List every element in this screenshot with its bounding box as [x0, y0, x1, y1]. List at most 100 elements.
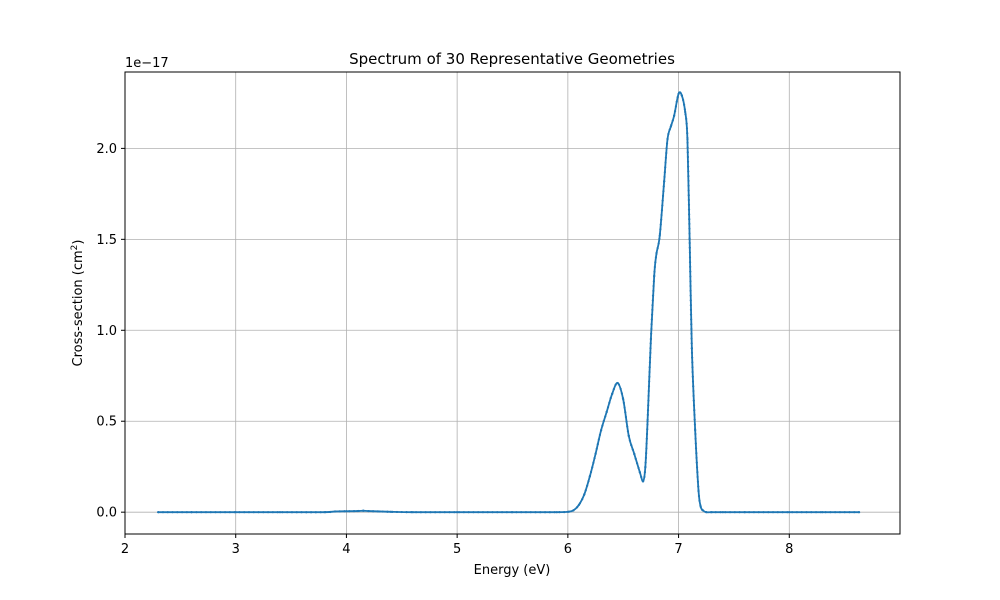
data-point-marker — [651, 299, 654, 302]
data-point — [690, 347, 693, 350]
data-point-marker — [694, 447, 698, 450]
data-point — [356, 509, 359, 513]
y-axis-label-prefix: Cross-section (cm — [71, 250, 86, 366]
data-point-marker — [687, 194, 690, 197]
data-point — [456, 511, 459, 514]
data-point-marker — [646, 409, 650, 412]
y-axis-label-sup: 2 — [70, 245, 80, 251]
data-point-marker — [646, 418, 649, 421]
data-point-marker — [690, 342, 693, 345]
data-point — [701, 509, 705, 512]
data-point-marker — [684, 113, 687, 116]
data-point-marker — [252, 511, 255, 514]
data-point-marker — [683, 108, 686, 111]
data-point — [611, 392, 614, 396]
data-point-marker — [181, 511, 184, 514]
data-point-marker — [630, 444, 633, 447]
data-point-marker — [690, 323, 693, 326]
data-point-marker — [637, 466, 640, 469]
data-point-marker — [689, 294, 692, 297]
data-point-marker — [695, 451, 698, 455]
data-point-marker — [689, 280, 692, 283]
data-point — [323, 511, 326, 514]
data-point-marker — [665, 151, 668, 155]
data-point — [378, 510, 381, 513]
data-point-marker — [694, 442, 697, 445]
data-point-marker — [724, 511, 727, 514]
data-point-marker — [688, 251, 692, 254]
data-point-marker — [688, 218, 691, 221]
data-point-marker — [628, 439, 631, 442]
data-point-marker — [690, 351, 694, 354]
data-point-marker — [685, 122, 688, 125]
data-point-marker — [262, 511, 265, 514]
data-point-marker — [653, 270, 656, 273]
data-point-marker — [185, 511, 188, 514]
data-point-marker — [660, 213, 663, 217]
data-point-marker — [619, 387, 622, 390]
data-point — [680, 94, 683, 97]
data-point-marker — [472, 511, 475, 514]
x-tick-label: 7 — [674, 542, 682, 557]
data-point — [743, 511, 747, 514]
data-point-marker — [457, 511, 461, 514]
data-point-marker — [305, 511, 308, 514]
data-point-marker — [381, 510, 384, 513]
data-point-marker — [286, 511, 289, 514]
data-point-marker — [524, 511, 528, 514]
data-point-marker — [692, 404, 696, 407]
data-point — [705, 511, 708, 514]
data-point-marker — [372, 510, 375, 513]
data-point-marker — [622, 401, 625, 404]
data-point-marker — [624, 415, 628, 419]
data-point-marker — [620, 392, 623, 395]
data-point — [699, 505, 702, 508]
data-point-marker — [690, 337, 693, 340]
data-point-marker — [608, 401, 611, 404]
data-point-marker — [686, 132, 689, 135]
data-point-marker — [553, 511, 556, 514]
data-point-marker — [795, 511, 799, 514]
data-point-marker — [805, 511, 808, 514]
data-point-marker — [691, 370, 694, 374]
data-point-marker — [687, 165, 690, 168]
data-point-marker — [343, 510, 346, 513]
data-point-marker — [649, 346, 652, 350]
data-point-marker — [631, 448, 634, 451]
data-point — [583, 492, 586, 496]
data-point-marker — [247, 511, 251, 514]
data-point-marker — [651, 304, 654, 307]
data-point-marker — [848, 511, 851, 514]
data-point-marker — [659, 228, 662, 231]
data-point-marker — [696, 475, 699, 479]
data-point-marker — [696, 471, 699, 474]
data-point-marker — [762, 511, 765, 514]
data-point-marker — [810, 511, 813, 514]
data-point-marker — [652, 289, 655, 292]
data-point-marker — [688, 232, 691, 235]
data-point-marker — [228, 511, 231, 514]
data-point-marker — [664, 156, 667, 159]
data-point-marker — [692, 399, 695, 402]
data-point-marker — [688, 213, 691, 216]
data-point-marker — [691, 361, 694, 364]
data-point-marker — [295, 511, 298, 514]
data-point-marker — [558, 511, 561, 514]
data-point — [697, 489, 700, 492]
data-point — [653, 274, 656, 277]
data-point-marker — [728, 511, 732, 514]
data-point — [594, 452, 597, 456]
data-point-marker — [682, 103, 686, 106]
data-point-marker — [650, 327, 653, 331]
data-point — [686, 138, 689, 141]
data-point-marker — [757, 511, 760, 514]
data-point-marker — [434, 511, 437, 514]
data-point-marker — [688, 222, 691, 225]
data-point-marker — [636, 462, 639, 465]
data-point-marker — [687, 179, 690, 183]
data-point-marker — [650, 313, 654, 316]
data-point-marker — [438, 511, 442, 514]
data-point-marker — [695, 456, 698, 459]
data-point-marker — [689, 289, 692, 292]
data-point-marker — [467, 511, 470, 514]
